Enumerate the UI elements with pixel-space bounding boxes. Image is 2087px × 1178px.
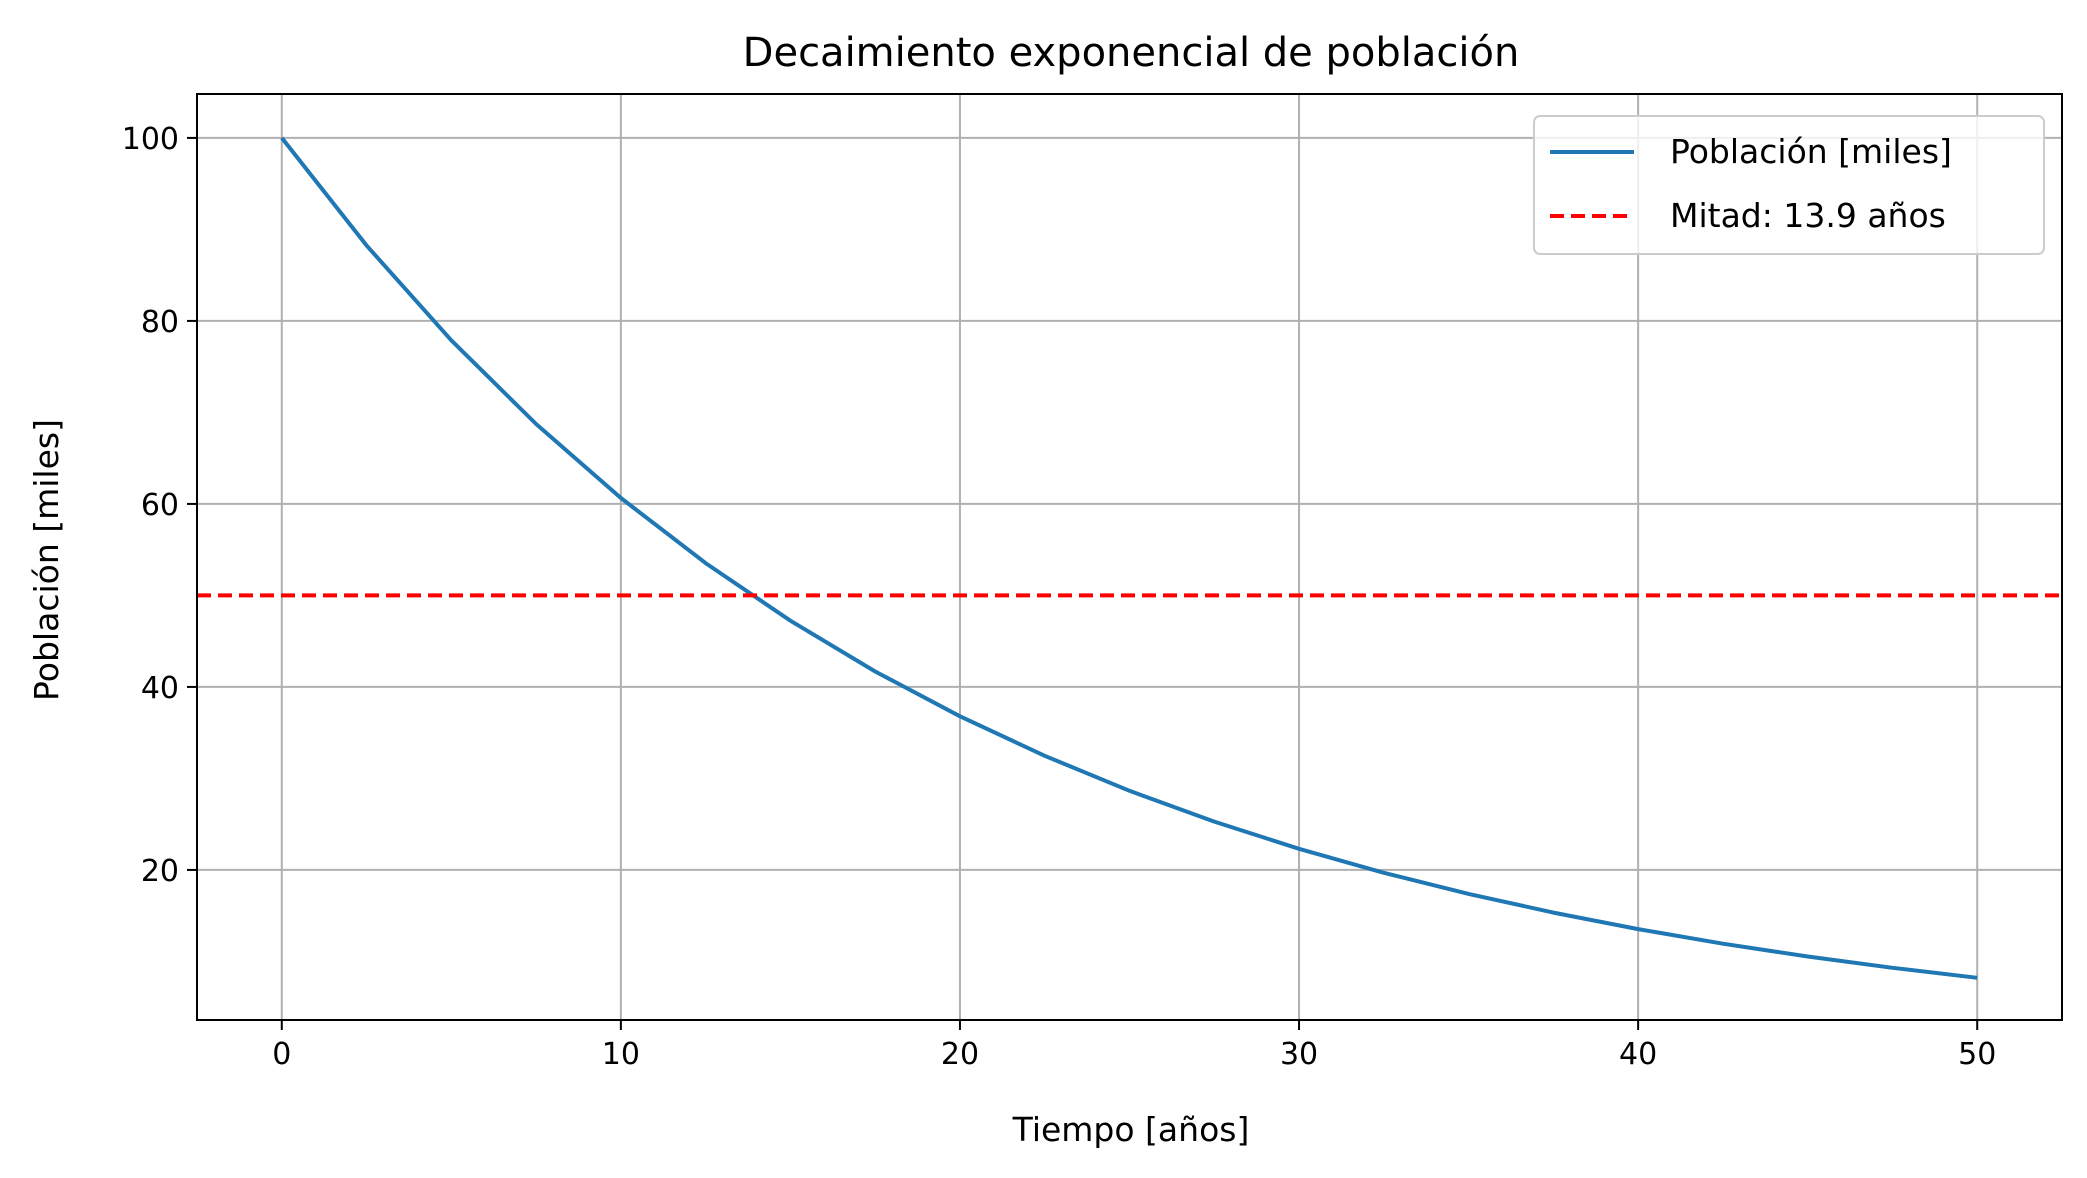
- data-layer: [197, 136, 2062, 980]
- x-ticks: 0 10 20 30 40 50: [272, 1020, 1996, 1072]
- x-tick-label-20: 20: [941, 1037, 979, 1072]
- population-series-line: [280, 136, 1978, 980]
- x-tick-label-50: 50: [1958, 1037, 1996, 1072]
- chart-title: Decaimiento exponencial de población: [743, 30, 1520, 76]
- legend-label-poblacion: Población [miles]: [1670, 132, 1952, 171]
- legend: Población [miles] Mitad: 13.9 años: [1533, 115, 2045, 255]
- x-axis-label: Tiempo [años]: [1012, 1110, 1250, 1149]
- x-tick-label-0: 0: [272, 1037, 291, 1072]
- y-tick-label-40: 40: [141, 671, 179, 706]
- x-tick-label-10: 10: [602, 1037, 640, 1072]
- y-tick-label-80: 80: [141, 305, 179, 340]
- x-tick-label-40: 40: [1619, 1037, 1657, 1072]
- legend-label-mitad: Mitad: 13.9 años: [1670, 196, 1946, 235]
- plot-frame: [196, 93, 2063, 1021]
- y-axis-label: Población [miles]: [27, 419, 66, 701]
- y-tick-label-60: 60: [141, 488, 179, 523]
- x-tick-label-30: 30: [1280, 1037, 1318, 1072]
- y-tick-label-20: 20: [141, 854, 179, 889]
- y-ticks: 20 40 60 80 100: [122, 122, 197, 889]
- legend-box: [1533, 115, 2045, 255]
- y-tick-label-100: 100: [122, 122, 179, 157]
